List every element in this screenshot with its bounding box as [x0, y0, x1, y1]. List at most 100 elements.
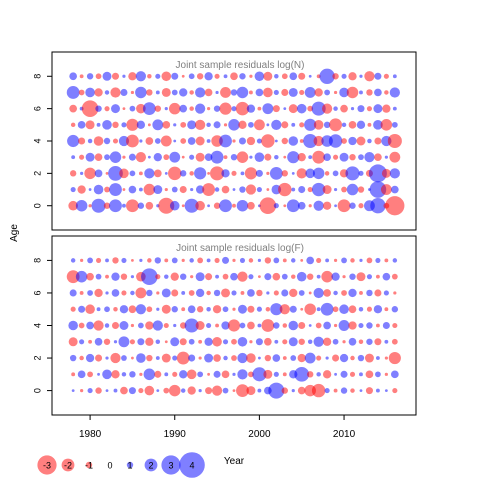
- residual-bubble: [111, 370, 120, 379]
- residual-bubble: [316, 307, 321, 312]
- residual-bubble: [168, 166, 182, 181]
- residual-bubble: [113, 388, 118, 393]
- residual-bubble: [189, 258, 194, 263]
- residual-bubble: [221, 185, 230, 194]
- residual-bubble: [70, 186, 76, 193]
- residual-bubble: [249, 155, 253, 159]
- residual-bubble: [161, 353, 171, 363]
- residual-bubble: [281, 170, 288, 177]
- residual-bubble: [110, 352, 121, 364]
- residual-bubble: [136, 120, 146, 129]
- residual-bubble: [181, 74, 185, 78]
- residual-bubble: [346, 183, 359, 196]
- residual-bubble: [214, 187, 220, 192]
- residual-bubble: [108, 166, 123, 181]
- residual-bubble: [339, 152, 349, 162]
- residual-bubble: [80, 171, 84, 175]
- residual-bubble: [168, 102, 181, 115]
- residual-bubble: [387, 133, 402, 149]
- residual-bubble: [246, 386, 256, 396]
- residual-bubble: [112, 257, 119, 264]
- residual-bubble: [252, 367, 267, 382]
- residual-bubble: [291, 274, 296, 279]
- legend-label: -3: [43, 461, 51, 471]
- residual-bubble: [278, 182, 292, 197]
- residual-bubble: [156, 307, 160, 311]
- residual-bubble: [187, 386, 196, 395]
- residual-bubble: [272, 105, 280, 113]
- residual-bubble: [365, 370, 374, 379]
- residual-bubble: [348, 136, 357, 146]
- residual-bubble: [349, 153, 356, 161]
- residual-bubble: [130, 90, 135, 95]
- residual-bubble: [78, 322, 85, 329]
- residual-bubble: [168, 384, 181, 397]
- residual-bubble: [297, 353, 306, 363]
- residual-bubble: [195, 288, 205, 298]
- residual-bubble: [283, 107, 287, 111]
- residual-bubble: [96, 257, 102, 263]
- residual-bubble: [239, 73, 246, 80]
- residual-bubble: [237, 336, 248, 347]
- residual-bubble: [237, 352, 248, 364]
- residual-bubble: [130, 275, 135, 279]
- residual-bubble: [110, 87, 121, 98]
- residual-bubble: [158, 197, 175, 214]
- residual-bubble: [255, 338, 263, 346]
- residual-bubble: [256, 306, 262, 312]
- residual-bubble: [264, 257, 272, 264]
- residual-bubble: [171, 257, 178, 264]
- residual-bubble: [66, 270, 80, 284]
- residual-bubble: [179, 104, 188, 113]
- residual-bubble: [273, 257, 280, 264]
- residual-bubble: [156, 291, 160, 295]
- residual-bubble: [232, 307, 236, 311]
- residual-bubble: [128, 387, 136, 395]
- residual-bubble: [111, 321, 120, 330]
- residual-bubble: [272, 272, 281, 281]
- residual-bubble: [155, 356, 160, 360]
- residual-bubble: [257, 323, 262, 328]
- residual-bubble: [223, 123, 228, 127]
- residual-bubble: [333, 187, 338, 192]
- residual-bubble: [350, 258, 355, 263]
- residual-bubble: [298, 72, 306, 80]
- residual-bubble: [79, 339, 85, 345]
- residual-bubble: [366, 306, 372, 312]
- residual-bubble: [189, 154, 195, 160]
- residual-bubble: [366, 274, 372, 280]
- residual-bubble: [333, 258, 338, 263]
- residual-bubble: [195, 87, 206, 98]
- residual-bubble: [307, 339, 313, 345]
- residual-bubble: [153, 153, 162, 162]
- residual-bubble: [325, 356, 329, 360]
- residual-bubble: [109, 151, 122, 163]
- residual-bubble: [381, 168, 391, 178]
- x-tick-label: 1980: [79, 429, 102, 440]
- residual-bubble: [139, 372, 143, 376]
- residual-bubble: [392, 258, 398, 263]
- residual-bubble: [122, 155, 126, 159]
- residual-bubble: [86, 321, 94, 330]
- residual-bubble: [109, 183, 122, 196]
- residual-bubble: [324, 388, 330, 394]
- residual-bubble: [273, 290, 279, 296]
- residual-bubble: [348, 120, 357, 129]
- residual-bubble: [121, 290, 127, 296]
- x-axis: 1980 1990 2000 2010: [79, 415, 356, 440]
- residual-bubble: [392, 74, 397, 79]
- residual-bubble: [263, 369, 273, 379]
- residual-bubble: [323, 153, 331, 162]
- residual-bubble: [187, 137, 196, 145]
- residual-bubble: [141, 268, 158, 285]
- residual-bubble: [111, 272, 120, 281]
- residual-bubble: [370, 198, 386, 214]
- residual-bubble: [314, 88, 323, 97]
- residual-bubble: [230, 89, 238, 96]
- residual-bubble: [247, 321, 255, 330]
- residual-bubble: [358, 154, 364, 161]
- residual-bubble: [71, 389, 75, 392]
- residual-bubble: [391, 121, 398, 128]
- residual-bubble: [213, 121, 221, 129]
- residual-bubble: [164, 258, 169, 263]
